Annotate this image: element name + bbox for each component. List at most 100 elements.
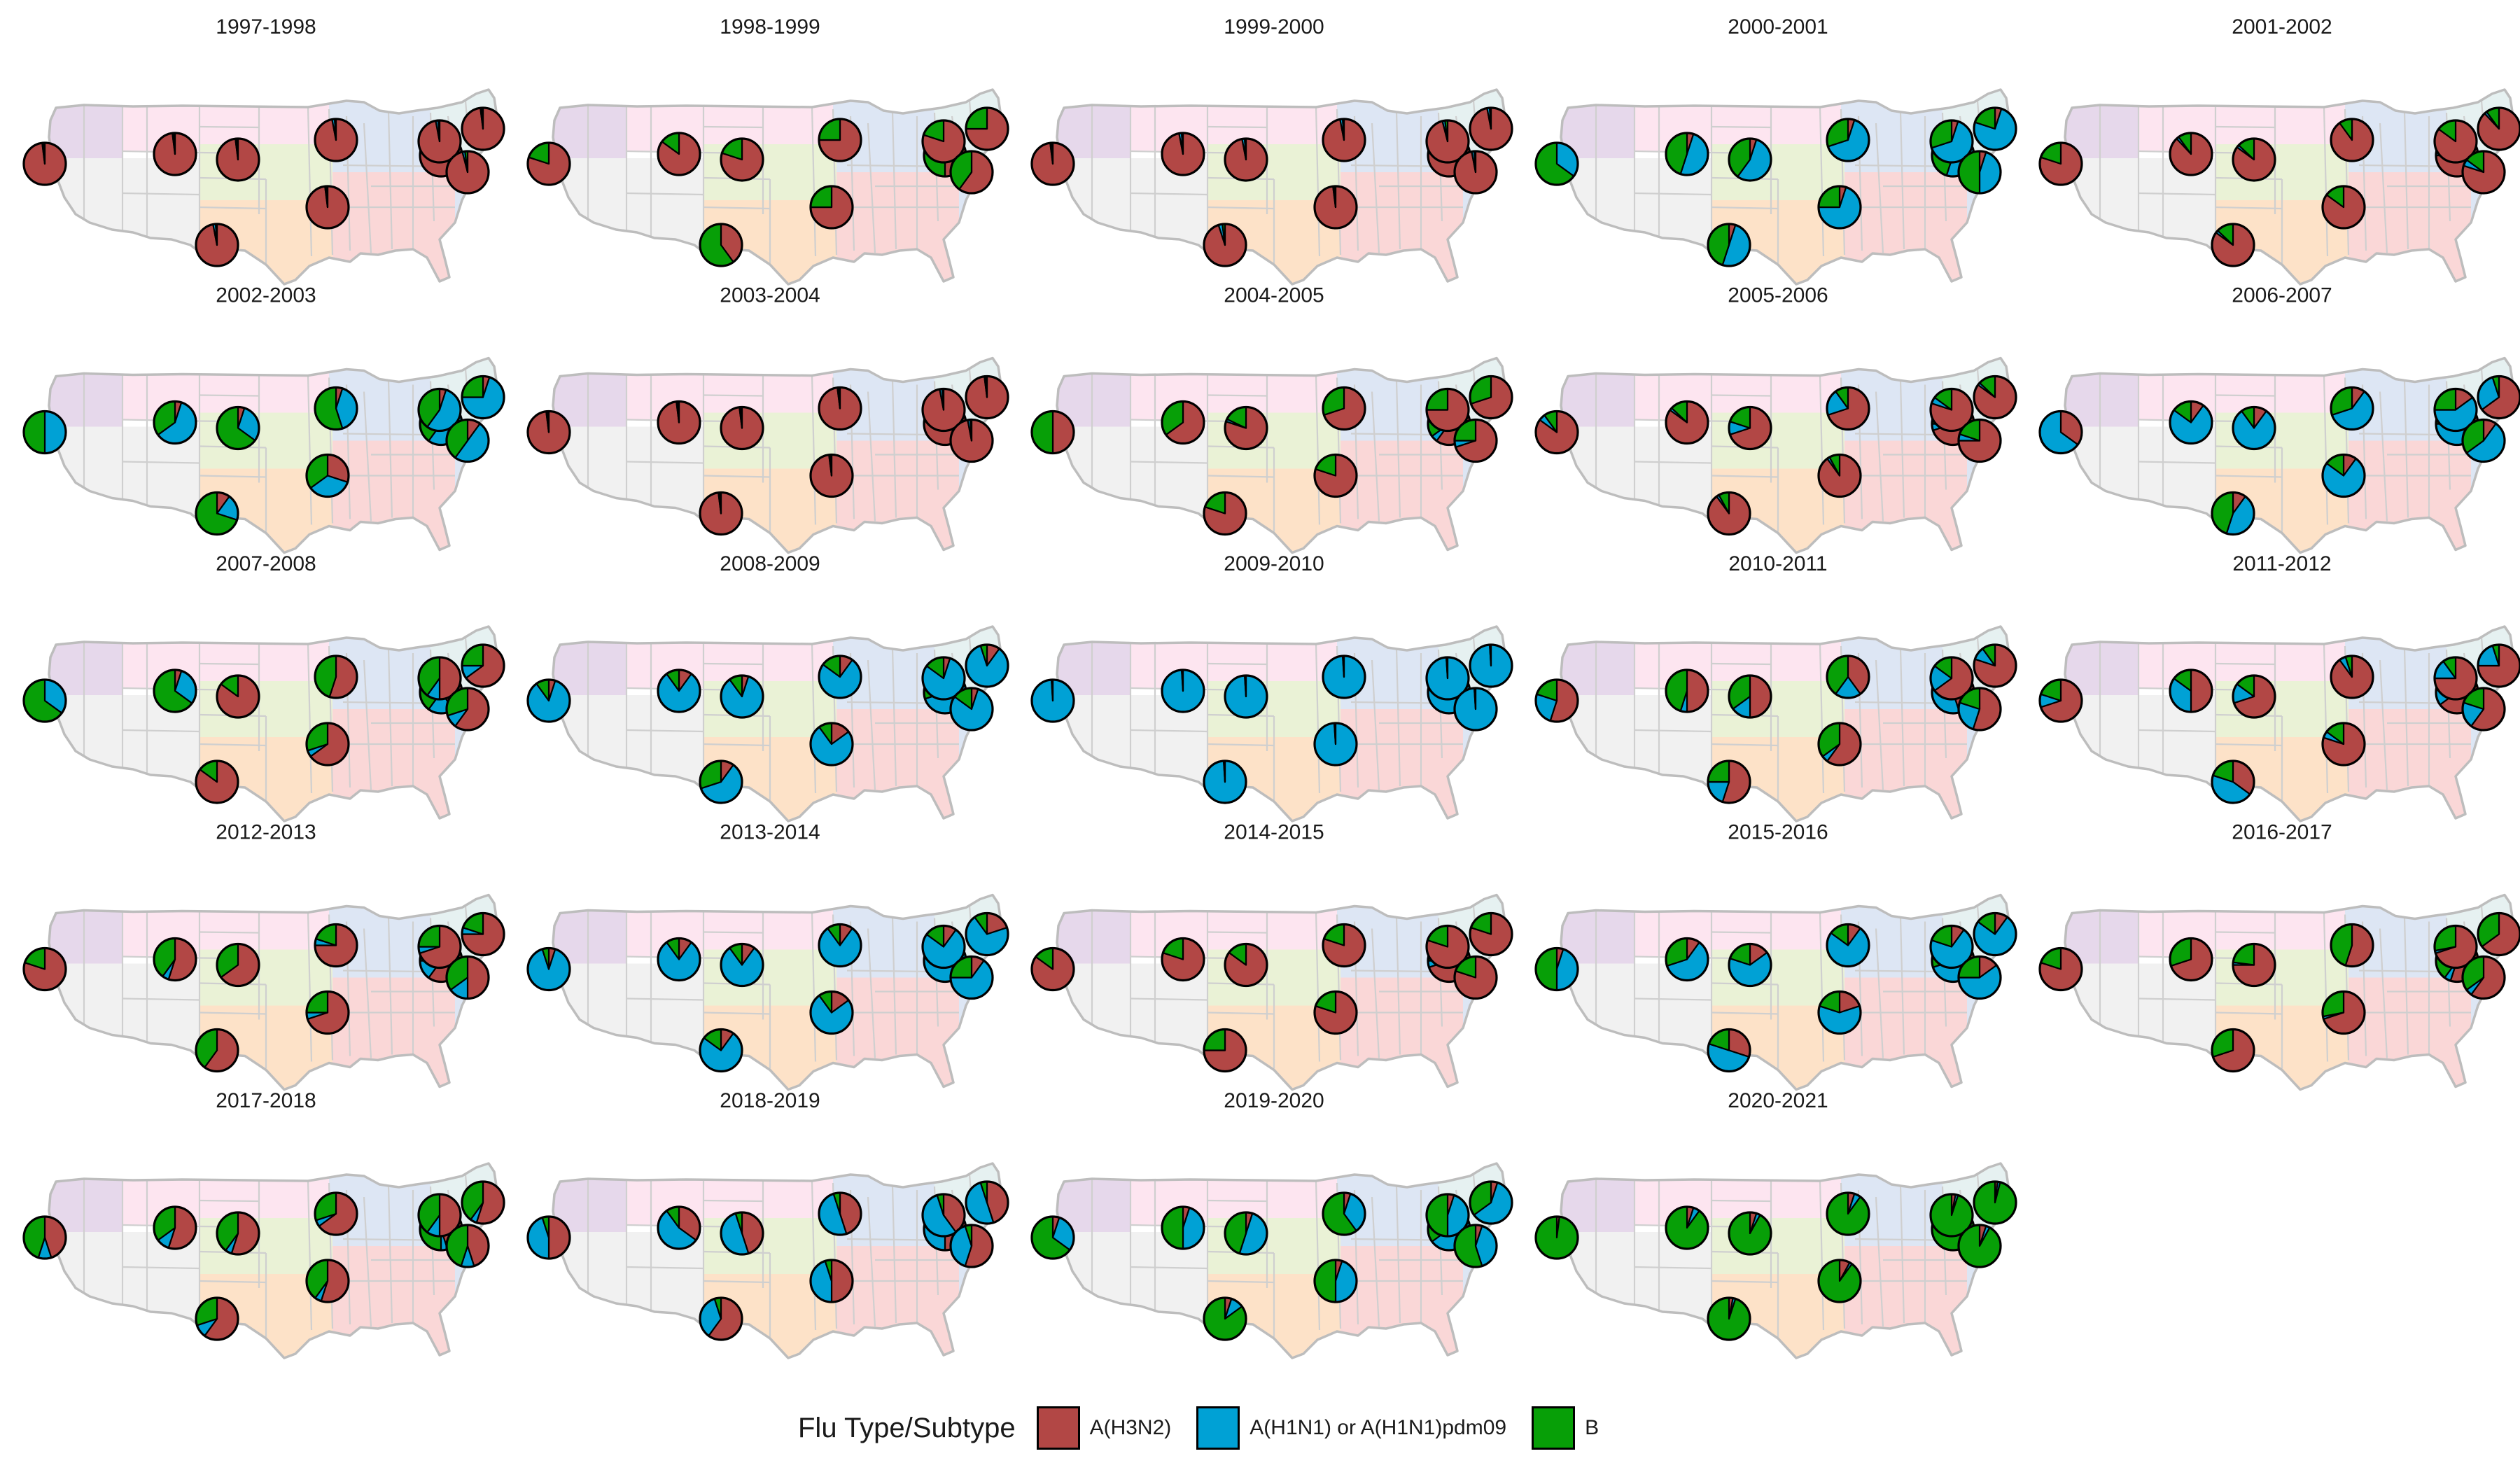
pie-outline	[699, 491, 743, 536]
pie-outline	[699, 760, 743, 804]
pie-southeast	[1313, 453, 1358, 498]
pie-outline	[2169, 132, 2213, 176]
pie-outline	[657, 400, 701, 445]
pie-outline	[1957, 955, 2002, 1000]
panel-2020-2021: 2020-2021	[1534, 1089, 2017, 1359]
pie-outline	[1322, 923, 1366, 968]
pie-mid-atlantic	[2461, 955, 2506, 1000]
pie-outline	[2330, 386, 2374, 431]
pie-outline	[22, 1215, 67, 1260]
pie-outline	[461, 374, 505, 420]
pie-mid-atlantic	[1957, 687, 2002, 732]
legend-item-h3n2: A(H3N2)	[1036, 1406, 1171, 1450]
pie-midwest-north	[818, 118, 862, 162]
pie-midwest-south	[699, 491, 743, 536]
pie-outline	[699, 1296, 743, 1341]
pie-outline	[305, 722, 350, 766]
pie-outline	[526, 141, 571, 186]
pie-outline	[1665, 668, 1709, 713]
pie-southeast	[305, 453, 350, 498]
pie-slice-b	[1534, 947, 1558, 991]
panel-2000-2001: 2000-2001	[1534, 15, 2017, 286]
pie-outline	[1728, 405, 1772, 451]
pie-outline	[2330, 654, 2374, 699]
pie-outline	[1469, 643, 1513, 688]
pie-mountain-plains-west	[1161, 1205, 1205, 1250]
pie-new-england	[1973, 374, 2017, 420]
pie-northeast-b	[1929, 387, 1974, 433]
panel-title: 1999-2000	[1224, 15, 1324, 38]
pie-outline	[965, 374, 1009, 420]
panel-2019-2020: 2019-2020	[1030, 1089, 1513, 1359]
pie-mountain-plains-west	[153, 668, 197, 713]
pie-outline	[445, 687, 490, 732]
pie-midwest-north	[2330, 386, 2374, 431]
pie-midwest-south	[2211, 223, 2255, 267]
pie-central	[720, 674, 764, 719]
pie-outline	[526, 410, 571, 455]
pie-outline	[445, 418, 490, 463]
panel-2002-2003: 2002-2003	[22, 284, 505, 554]
pie-outline	[1534, 678, 1579, 723]
pie-outline	[1469, 1180, 1513, 1225]
pie-midwest-north	[1826, 118, 1870, 162]
pie-midwest-south	[1203, 1028, 1247, 1073]
pie-outline	[1322, 1191, 1366, 1236]
pie-southeast	[305, 185, 350, 230]
pie-new-england	[461, 1180, 505, 1225]
pie-outline	[2038, 410, 2083, 455]
pie-new-england	[2477, 911, 2520, 957]
panel-title: 2017-2018	[216, 1089, 316, 1112]
pie-outline	[949, 1224, 994, 1268]
pie-midwest-south	[1707, 491, 1751, 536]
pie-northeast-b	[1929, 119, 1974, 164]
pie-outline	[1957, 1224, 2002, 1268]
pie-new-england	[965, 643, 1009, 688]
pie-midwest-south	[699, 1296, 743, 1341]
pie-outline	[1203, 1296, 1247, 1341]
pie-west-coast	[1030, 410, 1075, 455]
pie-southeast	[809, 185, 854, 230]
pie-outline	[1313, 990, 1358, 1035]
pie-outline	[2461, 150, 2506, 195]
pie-new-england	[1469, 1180, 1513, 1225]
panel-title: 2004-2005	[1224, 284, 1324, 307]
pie-outline	[2038, 141, 2083, 186]
pie-central	[2232, 405, 2276, 451]
pie-outline	[216, 674, 260, 719]
pie-central	[216, 137, 260, 182]
pie-mid-atlantic	[2461, 418, 2506, 463]
pie-midwest-north	[818, 923, 862, 968]
pie-midwest-south	[1203, 760, 1247, 804]
panel-2015-2016: 2015-2016	[1534, 821, 2017, 1091]
pie-outline	[1957, 418, 2002, 463]
pie-outline	[1826, 923, 1870, 968]
pie-outline	[1224, 1211, 1268, 1256]
pie-mid-atlantic	[949, 1224, 994, 1268]
pie-outline	[2477, 643, 2520, 688]
pie-mid-atlantic	[949, 418, 994, 463]
pie-outline	[699, 223, 743, 267]
pie-outline	[1313, 185, 1358, 230]
pie-outline	[657, 668, 701, 713]
pie-outline	[153, 1205, 197, 1250]
pie-outline	[1453, 150, 1498, 195]
pie-outline	[314, 118, 358, 162]
pie-outline	[1203, 1028, 1247, 1073]
pie-outline	[153, 132, 197, 176]
pie-new-england	[1469, 374, 1513, 420]
pie-northeast-b	[417, 924, 462, 969]
pie-outline	[2038, 946, 2083, 992]
pie-new-england	[2477, 106, 2520, 151]
pie-slice-b	[1030, 410, 1054, 454]
pie-new-england	[965, 374, 1009, 420]
pie-southeast	[1313, 1259, 1358, 1303]
pie-southeast	[1817, 185, 1862, 230]
us-map	[22, 88, 505, 286]
pie-mountain-plains-west	[153, 937, 197, 982]
pie-northeast-b	[1425, 1193, 1470, 1238]
pie-midwest-south	[2211, 1028, 2255, 1073]
pie-outline	[1728, 137, 1772, 182]
pie-west-coast	[1534, 141, 1579, 186]
panel-title: 1998-1999	[720, 15, 820, 38]
